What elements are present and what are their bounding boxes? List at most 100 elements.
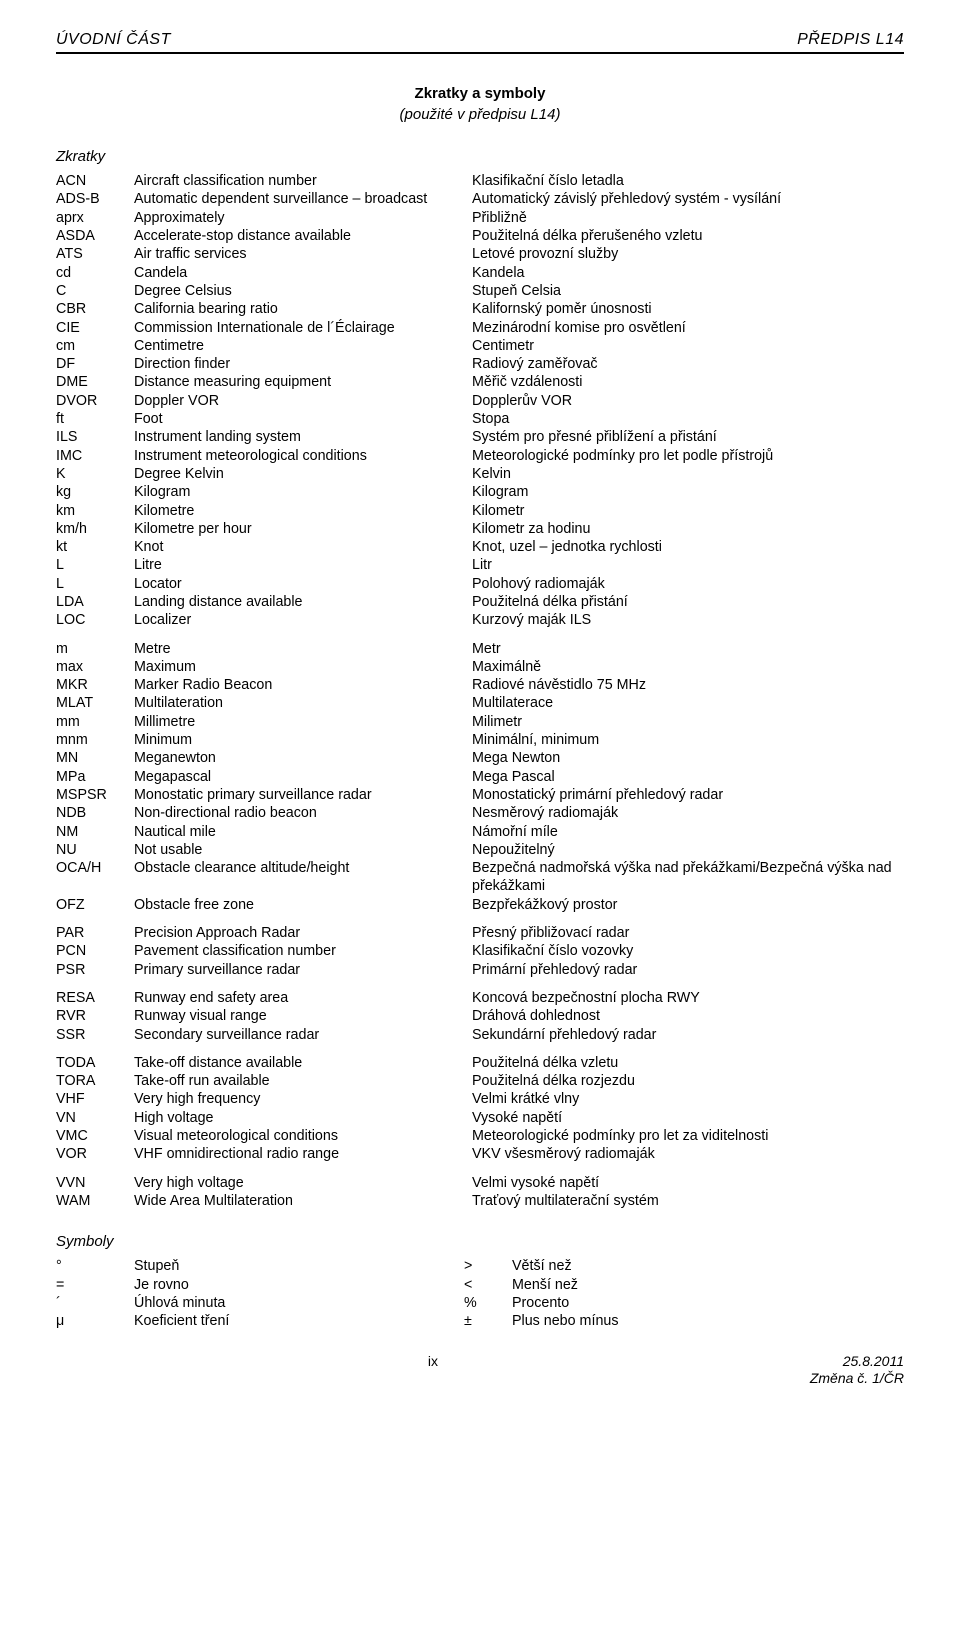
abbr-english: Localizer <box>134 611 472 629</box>
table-row: km/hKilometre per hourKilometr za hodinu <box>56 520 904 538</box>
abbr-czech: Měřič vzdálenosti <box>472 373 904 391</box>
abbr-code: ADS-B <box>56 190 134 208</box>
abbr-english: Primary surveillance radar <box>134 961 472 979</box>
abbr-code: VN <box>56 1109 134 1127</box>
table-row: ASDAAccelerate-stop distance availablePo… <box>56 227 904 245</box>
table-row: ILSInstrument landing systemSystém pro p… <box>56 428 904 446</box>
table-row: CIECommission Internationale de l´Éclair… <box>56 319 904 337</box>
symbol-left: = <box>56 1276 134 1294</box>
abbr-czech: Sekundární přehledový radar <box>472 1026 904 1044</box>
abbr-czech: Velmi vysoké napětí <box>472 1174 904 1192</box>
abbr-code: ft <box>56 410 134 428</box>
symbol-left: ° <box>56 1257 134 1275</box>
abbr-english: Secondary surveillance radar <box>134 1026 472 1044</box>
abbr-english: Runway visual range <box>134 1007 472 1025</box>
table-row: TODATake-off distance availablePoužiteln… <box>56 1054 904 1072</box>
abbr-czech: Kilogram <box>472 483 904 501</box>
abbr-english: Precision Approach Radar <box>134 924 472 942</box>
abbr-czech: Kelvin <box>472 465 904 483</box>
abbr-czech: Metr <box>472 640 904 658</box>
symbol-right: % <box>464 1294 512 1312</box>
table-row: OFZObstacle free zoneBezpřekážkový prost… <box>56 896 904 914</box>
abbr-english: Knot <box>134 538 472 556</box>
table-row: DMEDistance measuring equipmentMěřič vzd… <box>56 373 904 391</box>
title-line1: Zkratky a symboly <box>56 84 904 104</box>
abbr-code: TODA <box>56 1054 134 1072</box>
page-footer: ix 25.8.2011 Změna č. 1/ČR <box>56 1353 904 1389</box>
abbr-code: PAR <box>56 924 134 942</box>
abbr-czech: Kandela <box>472 264 904 282</box>
abbr-english: Litre <box>134 556 472 574</box>
abbr-code: PCN <box>56 942 134 960</box>
abbr-code: MKR <box>56 676 134 694</box>
abbr-code: RVR <box>56 1007 134 1025</box>
table-row: ATSAir traffic servicesLetové provozní s… <box>56 245 904 263</box>
abbr-english: Visual meteorological conditions <box>134 1127 472 1145</box>
abbr-english: Runway end safety area <box>134 989 472 1007</box>
table-row: NMNautical mileNámořní míle <box>56 823 904 841</box>
abbr-english: Marker Radio Beacon <box>134 676 472 694</box>
table-row: LDALanding distance availablePoužitelná … <box>56 593 904 611</box>
abbr-czech: Nesměrový radiomaják <box>472 804 904 822</box>
abbr-code: aprx <box>56 209 134 227</box>
abbr-english: VHF omnidirectional radio range <box>134 1145 472 1163</box>
abbr-english: Not usable <box>134 841 472 859</box>
abbr-english: Foot <box>134 410 472 428</box>
page-header: ÚVODNÍ ČÁST PŘEDPIS L14 <box>56 30 904 54</box>
abbr-english: Monostatic primary surveillance radar <box>134 786 472 804</box>
abbr-czech: Klasifikační číslo vozovky <box>472 942 904 960</box>
table-row: MKRMarker Radio BeaconRadiové návěstidlo… <box>56 676 904 694</box>
abbr-code: K <box>56 465 134 483</box>
abbr-code: DME <box>56 373 134 391</box>
abbr-english: Nautical mile <box>134 823 472 841</box>
table-row: WAMWide Area MultilaterationTraťový mult… <box>56 1192 904 1210</box>
abbr-english: Commission Internationale de l´Éclairage <box>134 319 472 337</box>
abbr-czech: Klasifikační číslo letadla <box>472 172 904 190</box>
abbr-code: OFZ <box>56 896 134 914</box>
symbol-left-desc: Koeficient tření <box>134 1312 464 1330</box>
abbr-code: ATS <box>56 245 134 263</box>
table-row: kmKilometreKilometr <box>56 502 904 520</box>
abbr-english: Approximately <box>134 209 472 227</box>
abbr-code: TORA <box>56 1072 134 1090</box>
abbr-czech: Dráhová dohlednost <box>472 1007 904 1025</box>
abbr-english: Automatic dependent surveillance – broad… <box>134 190 472 208</box>
abbr-czech: Milimetr <box>472 713 904 731</box>
table-row: ftFootStopa <box>56 410 904 428</box>
abbr-code: MPa <box>56 768 134 786</box>
abbr-code: VHF <box>56 1090 134 1108</box>
abbr-code: km <box>56 502 134 520</box>
symbol-left: μ <box>56 1312 134 1330</box>
abbr-code: max <box>56 658 134 676</box>
table-row: kgKilogramKilogram <box>56 483 904 501</box>
abbr-czech: Použitelná délka rozjezdu <box>472 1072 904 1090</box>
abbr-code: CIE <box>56 319 134 337</box>
table-row: μKoeficient tření±Plus nebo mínus <box>56 1312 904 1330</box>
abbr-code: VMC <box>56 1127 134 1145</box>
abbr-czech: Kilometr <box>472 502 904 520</box>
symbol-right-desc: Menší než <box>512 1276 904 1294</box>
footer-date: 25.8.2011 <box>810 1353 904 1371</box>
table-row: LLocatorPolohový radiomaják <box>56 575 904 593</box>
table-row: TORATake-off run availablePoužitelná dél… <box>56 1072 904 1090</box>
abbr-code: L <box>56 556 134 574</box>
abbr-czech: Námořní míle <box>472 823 904 841</box>
table-row: DFDirection finderRadiový zaměřovač <box>56 355 904 373</box>
symbol-left: ´ <box>56 1294 134 1312</box>
table-row: RVRRunway visual rangeDráhová dohlednost <box>56 1007 904 1025</box>
table-row: VNHigh voltageVysoké napětí <box>56 1109 904 1127</box>
abbr-english: Multilateration <box>134 694 472 712</box>
table-row: ACNAircraft classification numberKlasifi… <box>56 172 904 190</box>
symbol-right: > <box>464 1257 512 1275</box>
abbr-czech: Koncová bezpečnostní plocha RWY <box>472 989 904 1007</box>
table-row: RESARunway end safety areaKoncová bezpeč… <box>56 989 904 1007</box>
symbol-right: ± <box>464 1312 512 1330</box>
table-row: MSPSRMonostatic primary surveillance rad… <box>56 786 904 804</box>
header-left: ÚVODNÍ ČÁST <box>56 30 171 50</box>
section-zkratky: Zkratky <box>56 147 904 166</box>
abbr-code: cd <box>56 264 134 282</box>
abbr-english: Very high frequency <box>134 1090 472 1108</box>
table-row: IMCInstrument meteorological conditionsM… <box>56 447 904 465</box>
abbr-czech: Meteorologické podmínky pro let za vidit… <box>472 1127 904 1145</box>
abbr-czech: Mega Newton <box>472 749 904 767</box>
